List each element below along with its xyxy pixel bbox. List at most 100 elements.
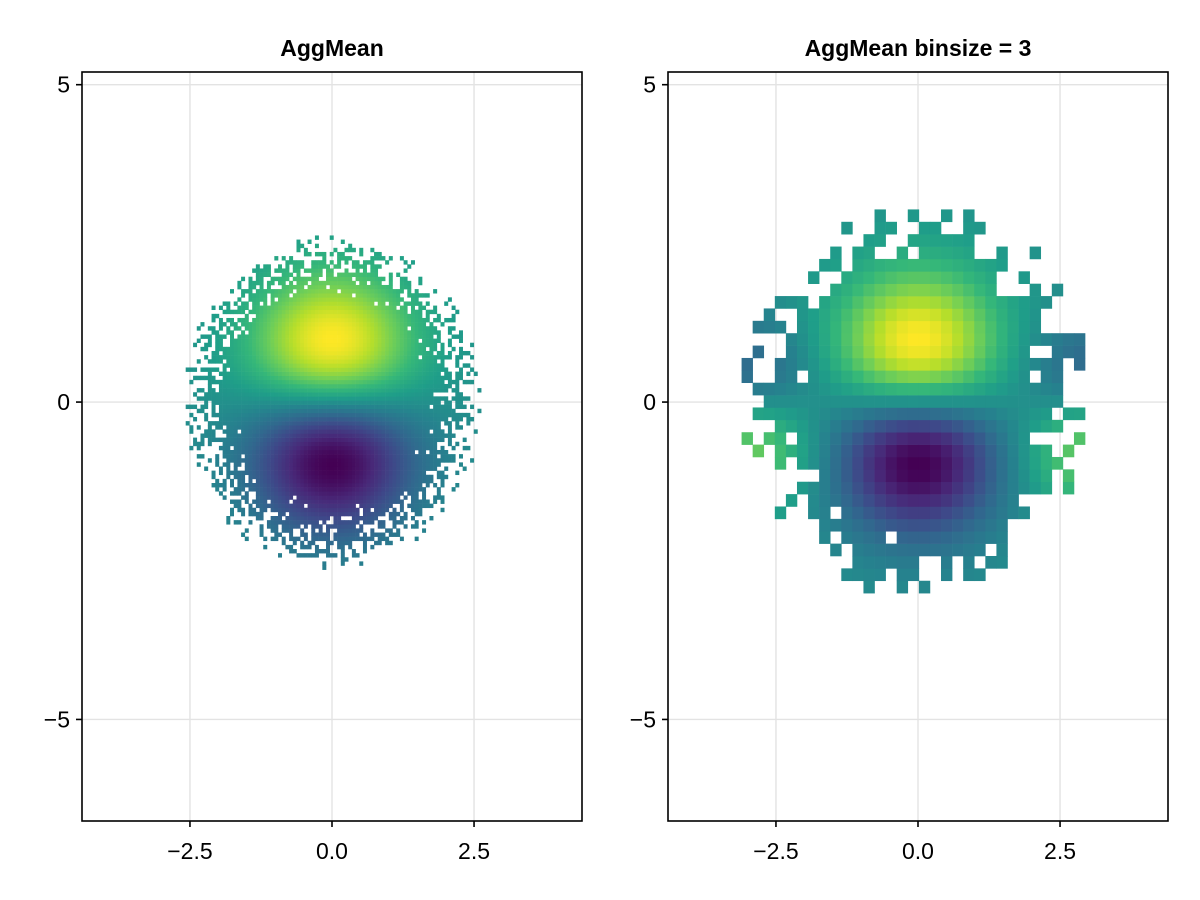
- heatmap-cell: [392, 462, 397, 467]
- heatmap-cell: [344, 520, 349, 525]
- heatmap-cell: [241, 317, 246, 323]
- heatmap-cell: [377, 429, 382, 434]
- heatmap-cell: [263, 408, 268, 414]
- heatmap-cell: [241, 445, 246, 451]
- heatmap-cell: [241, 338, 246, 344]
- heatmap-cell: [263, 433, 268, 438]
- heatmap-cell: [322, 371, 327, 377]
- heatmap-cell: [252, 388, 257, 393]
- heatmap-cell: [963, 246, 975, 260]
- heatmap-cell: [377, 355, 382, 360]
- heatmap-cell: [278, 412, 283, 418]
- heatmap-cell: [226, 404, 231, 410]
- heatmap-cell: [403, 429, 408, 434]
- heatmap-cell: [370, 437, 375, 443]
- heatmap-cell: [259, 338, 264, 344]
- heatmap-cell: [414, 433, 419, 438]
- heatmap-cell: [440, 396, 445, 401]
- heatmap-cell: [841, 357, 853, 371]
- heatmap-cell: [392, 445, 397, 451]
- heatmap-cell: [248, 371, 253, 377]
- heatmap-cell: [447, 400, 452, 405]
- heatmap-cell: [230, 449, 234, 455]
- heatmap-cell: [311, 553, 316, 558]
- heatmap-cell: [392, 524, 397, 529]
- heatmap-cell: [281, 416, 286, 422]
- heatmap-cell: [278, 458, 283, 463]
- heatmap-cell: [362, 462, 367, 467]
- heatmap-cell: [311, 462, 316, 467]
- heatmap-cell: [285, 507, 290, 513]
- heatmap-cell: [281, 437, 286, 443]
- heatmap-cell: [314, 412, 319, 418]
- heatmap-cell: [241, 487, 246, 492]
- heatmap-cell: [377, 309, 382, 315]
- heatmap-cell: [318, 466, 323, 471]
- heatmap-cell: [226, 470, 231, 476]
- heatmap-cell: [241, 437, 246, 443]
- heatmap-cell: [303, 276, 308, 282]
- heatmap-cell: [425, 301, 430, 306]
- heatmap-cell: [974, 456, 986, 470]
- heatmap-cell: [285, 293, 290, 298]
- heatmap-cell: [285, 458, 290, 463]
- heatmap-cell: [318, 383, 323, 389]
- heatmap-cell: [351, 342, 356, 348]
- heatmap-cell: [414, 412, 419, 418]
- heatmap-cell: [348, 313, 353, 319]
- heatmap-cell: [196, 338, 201, 344]
- heatmap-cell: [996, 518, 1008, 532]
- heatmap-cell: [237, 433, 242, 438]
- heatmap-cell: [414, 289, 419, 294]
- heatmap-cell: [896, 382, 909, 396]
- heatmap-cell: [963, 494, 975, 507]
- heatmap-cell: [863, 407, 875, 421]
- heatmap-cell: [340, 338, 345, 344]
- heatmap-cell: [830, 407, 842, 421]
- heatmap-cell: [388, 454, 393, 459]
- heatmap-cell: [337, 264, 342, 269]
- heatmap-cell: [351, 462, 356, 467]
- heatmap-cell: [255, 425, 260, 430]
- heatmap-cell: [473, 429, 478, 434]
- heatmap-cell: [952, 543, 964, 557]
- heatmap-cell: [340, 532, 345, 537]
- heatmap-cell: [1029, 407, 1042, 421]
- heatmap-cell: [270, 441, 275, 447]
- heatmap-cell: [429, 421, 434, 426]
- heatmap-cell: [455, 375, 460, 381]
- heatmap-cell: [381, 536, 386, 542]
- heatmap-cell: [410, 371, 415, 377]
- heatmap-cell: [996, 555, 1008, 569]
- heatmap-cell: [374, 297, 379, 302]
- heatmap-cell: [355, 470, 360, 476]
- heatmap-cell: [252, 280, 257, 286]
- heatmap-cell: [266, 478, 271, 484]
- heatmap-cell: [285, 276, 290, 282]
- heatmap-cell: [248, 404, 253, 410]
- heatmap-cell: [237, 350, 242, 356]
- heatmap-cell: [348, 334, 353, 339]
- heatmap-cell: [326, 346, 331, 352]
- heatmap-cell: [458, 375, 463, 381]
- heatmap-cell: [314, 483, 319, 488]
- heatmap-cell: [1073, 345, 1086, 359]
- heatmap-cell: [233, 392, 238, 397]
- heatmap-cell: [296, 396, 301, 401]
- heatmap-cell: [414, 367, 419, 372]
- heatmap-cell: [296, 441, 301, 447]
- heatmap-cell: [281, 326, 286, 331]
- heatmap-cell: [259, 392, 264, 397]
- heatmap-cell: [963, 370, 975, 384]
- heatmap-cell: [385, 470, 390, 476]
- heatmap-cell: [296, 289, 301, 294]
- heatmap-cell: [226, 466, 231, 471]
- heatmap-cell: [296, 297, 301, 302]
- heatmap-cell: [852, 543, 864, 557]
- heatmap-cell: [752, 444, 765, 458]
- heatmap-cell: [252, 487, 257, 492]
- heatmap-cell: [270, 363, 275, 368]
- y-tick-label: −5: [44, 706, 70, 732]
- heatmap-cell: [329, 355, 334, 360]
- heatmap-cell: [285, 412, 290, 418]
